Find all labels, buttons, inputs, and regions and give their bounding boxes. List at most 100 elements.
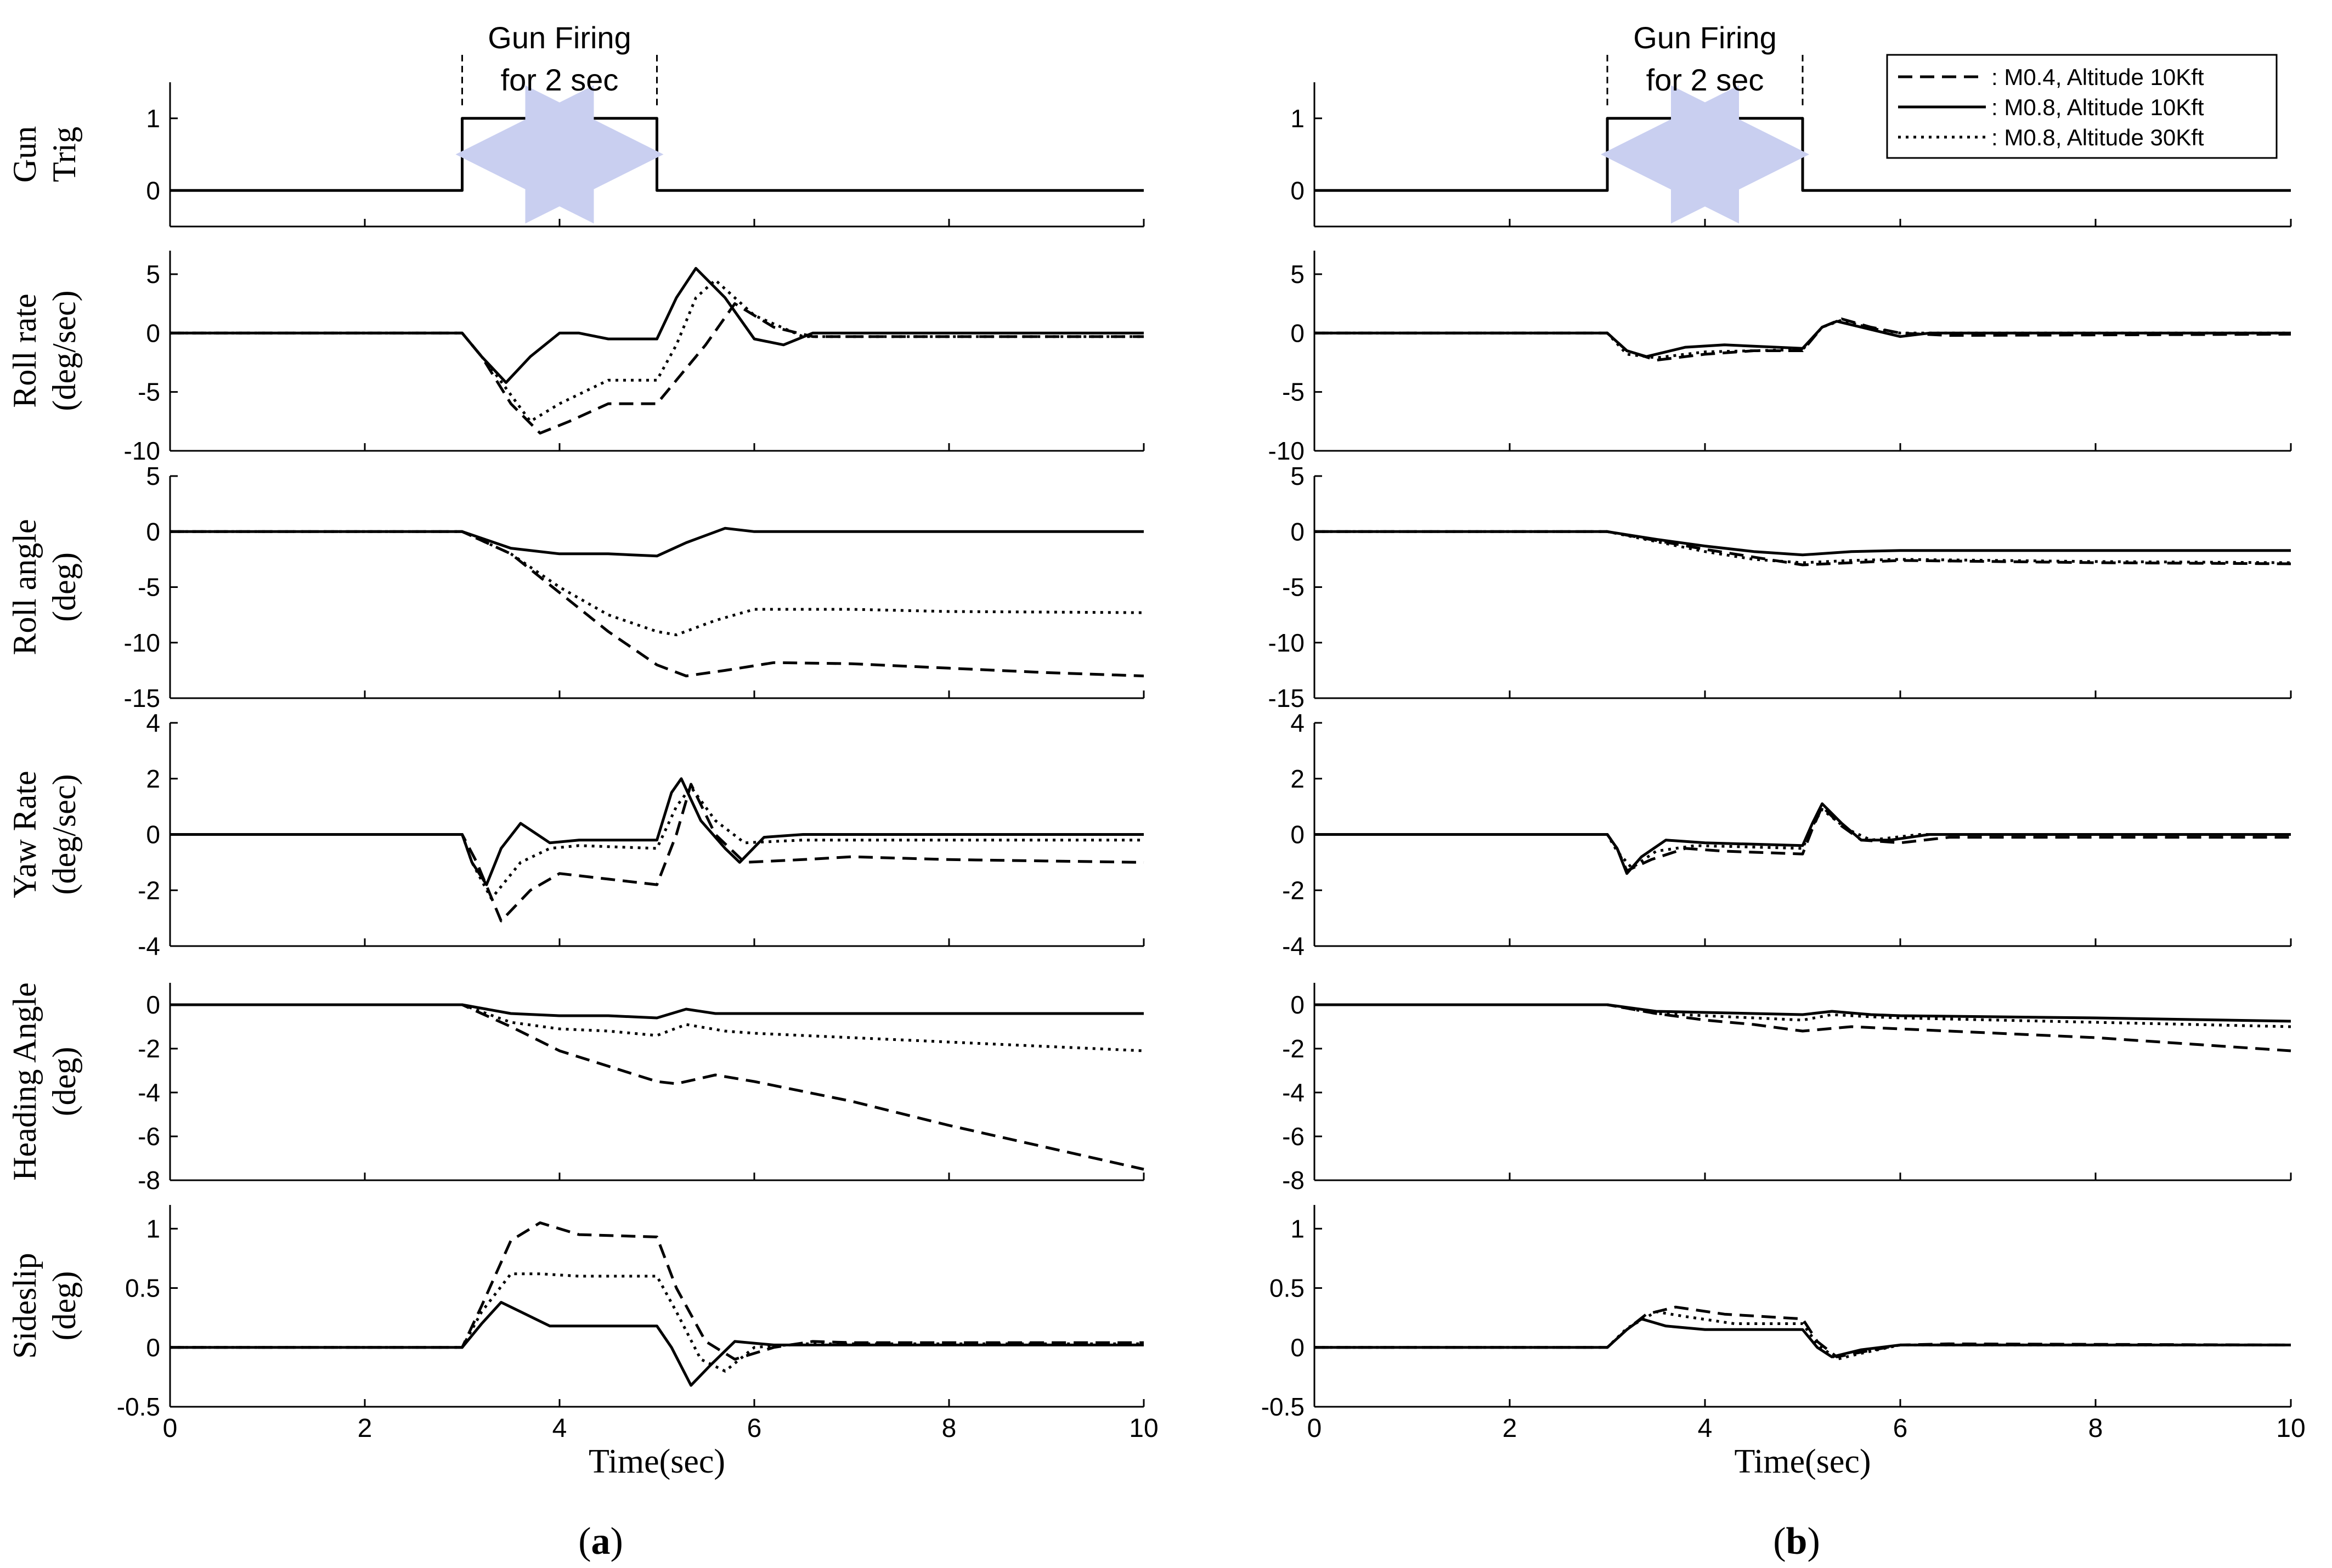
x-tick-label: 4 (1698, 1414, 1713, 1443)
y-tick-label: -4 (1282, 932, 1305, 960)
subplot-roll_angle: 5 0 -5 -10 -15 Roll angle (deg) (7, 462, 1145, 712)
y-axis-label-line2: (deg) (46, 1271, 82, 1341)
x-tick-label: 0 (163, 1414, 178, 1443)
y-tick-label: 0.5 (125, 1274, 160, 1303)
series-solid (170, 117, 1144, 192)
y-axis-label-line1: Gun (7, 126, 43, 183)
y-tick-label: 0 (146, 319, 160, 347)
x-tick-label: 6 (1893, 1414, 1908, 1443)
legend: : M0.4, Altitude 10Kft: M0.8, Altitude 1… (1886, 54, 2278, 159)
x-tick-label: 10 (2276, 1414, 2305, 1443)
series-dotted (170, 279, 1144, 423)
series-solid (170, 1301, 1144, 1387)
y-tick-label: 1 (146, 1214, 160, 1243)
x-axis-label: Time(sec) (1734, 1443, 1871, 1480)
y-tick-label: -2 (138, 876, 160, 904)
y-tick-label: 0 (146, 176, 160, 205)
subplot-heading: 0 -2 -4 -6 -8 (1282, 983, 2292, 1195)
series-dotted (1314, 1310, 2291, 1361)
annotation-line2: for 2 sec (501, 63, 619, 97)
y-tick-label: 5 (146, 462, 160, 490)
series-dashed (1314, 1003, 2291, 1052)
subplot-heading: 0 -2 -4 -6 -8 Heading Angle (deg) (7, 982, 1145, 1195)
x-tick-label: 4 (552, 1414, 567, 1443)
x-tick-label: 8 (2088, 1414, 2103, 1443)
series-dashed (170, 530, 1144, 677)
subplot-gun: 1 0 Gun Trig Gun Firing for 2 sec (7, 20, 1145, 228)
series-solid (170, 1003, 1144, 1020)
subplot-label-b: (b) (1773, 1520, 1820, 1563)
x-tick-label: 2 (1503, 1414, 1517, 1443)
y-tick-label: -10 (1268, 437, 1305, 465)
subplot-roll_rate: 5 0 -5 -10 (1268, 251, 2292, 465)
y-tick-label: 0 (146, 990, 160, 1019)
y-tick-label: -8 (1282, 1166, 1305, 1195)
series-solid (1314, 530, 2291, 557)
y-axis-label-line2: (deg/sec) (46, 774, 82, 895)
y-tick-label: -0.5 (117, 1392, 160, 1421)
y-axis-label-line2: (deg) (46, 1047, 82, 1117)
y-axis-label-line2: (deg/sec) (46, 291, 82, 411)
y-tick-label: 0 (1290, 990, 1305, 1019)
y-axis-label-line1: Roll angle (7, 519, 43, 655)
x-axis-label: Time(sec) (589, 1443, 725, 1480)
series-solid (170, 267, 1144, 384)
series-dashed (170, 1003, 1144, 1171)
y-tick-label: -4 (138, 932, 160, 960)
y-tick-label: -2 (138, 1034, 160, 1063)
y-tick-label: -6 (1282, 1122, 1305, 1151)
y-axis-label: Roll rate (deg/sec) (7, 291, 82, 411)
y-tick-label: 0 (1290, 319, 1305, 347)
y-tick-label: 0 (146, 517, 160, 546)
y-axis-label: Roll angle (deg) (7, 519, 82, 655)
x-tick-label: 10 (1129, 1414, 1158, 1443)
y-tick-label: 2 (1290, 765, 1305, 793)
series-dotted (170, 785, 1144, 900)
y-tick-label: -0.5 (1261, 1392, 1305, 1421)
x-tick-label: 6 (747, 1414, 762, 1443)
x-tick-label: 2 (358, 1414, 372, 1443)
y-tick-label: 0.5 (1269, 1274, 1305, 1303)
y-tick-label: 1 (1290, 104, 1305, 133)
series-dashed (170, 783, 1144, 922)
y-tick-label: 0 (1290, 1333, 1305, 1362)
y-tick-label: -2 (1282, 1034, 1305, 1063)
legend-label: : M0.8, Altitude 10Kft (1991, 94, 2204, 120)
series-solid (1314, 320, 2291, 358)
y-axis-label-line2: (deg) (46, 552, 82, 622)
series-solid (170, 527, 1144, 558)
annotation-line2: for 2 sec (1646, 63, 1764, 97)
subplot-roll_rate: 5 0 -5 -10 Roll rate (deg/sec) (7, 251, 1145, 465)
y-tick-label: -4 (1282, 1078, 1305, 1107)
y-tick-label: 4 (1290, 709, 1305, 737)
annotation-line1: Gun Firing (1633, 20, 1776, 55)
y-axis-label: Heading Angle (deg) (7, 982, 82, 1181)
y-tick-label: 0 (146, 820, 160, 849)
y-tick-label: -2 (1282, 876, 1305, 904)
series-dotted (1314, 319, 2291, 359)
series-dashed (170, 302, 1144, 435)
y-tick-label: -5 (1282, 378, 1305, 406)
subplot-yaw_rate: 4 2 0 -2 -4 (1282, 709, 2292, 960)
y-tick-label: 4 (146, 709, 160, 737)
y-axis-label-line1: Roll rate (7, 293, 43, 407)
y-tick-label: -15 (124, 684, 160, 712)
y-tick-label: -6 (138, 1122, 160, 1151)
y-tick-label: -15 (1268, 684, 1305, 712)
y-tick-label: 5 (1290, 260, 1305, 288)
subplot-label-a: (a) (578, 1520, 623, 1563)
x-tick-label: 8 (942, 1414, 957, 1443)
y-tick-label: -8 (138, 1166, 160, 1195)
y-tick-label: 1 (1290, 1214, 1305, 1243)
series-dashed (1314, 805, 2291, 873)
y-tick-label: -5 (1282, 573, 1305, 602)
y-tick-label: 2 (146, 765, 160, 793)
y-axis-label-line1: Sideslip (7, 1253, 43, 1358)
y-tick-label: 0 (146, 1333, 160, 1362)
series-dashed (1314, 530, 2291, 567)
